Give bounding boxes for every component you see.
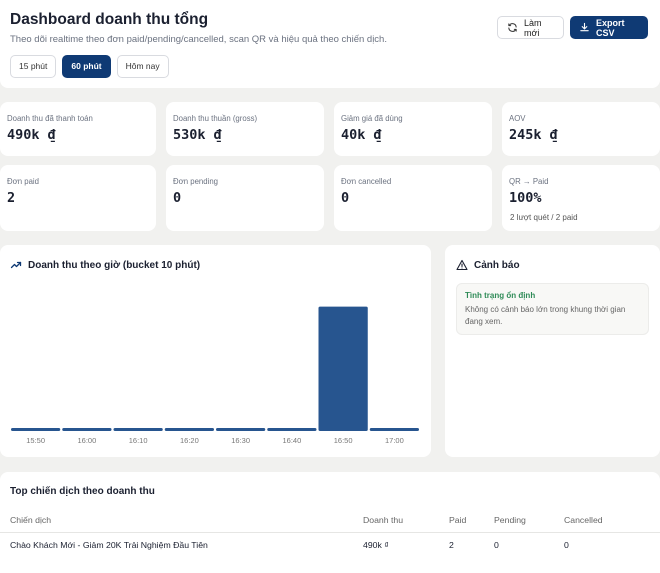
header-panel: Dashboard doanh thu tổng Theo dõi realti…	[0, 0, 660, 88]
stat-value: 490k ₫	[7, 127, 56, 143]
x-tick-label: 15:50	[26, 436, 45, 445]
stat-pending-orders: Đơn pending 0	[166, 165, 324, 231]
stat-value: 2	[7, 190, 16, 206]
chart-bar-1610	[113, 428, 163, 431]
chart-title-text: Doanh thu theo giờ (bucket 10 phút)	[28, 259, 201, 271]
alerts-title: Cảnh báo	[456, 259, 520, 271]
col-paid: Paid	[449, 515, 467, 525]
cell-revenue: 490k ₫	[363, 540, 389, 550]
revenue-bar-chart: 15:50 16:00 16:10 16:20 16:30 16:40 16:50 17:00	[11, 306, 419, 445]
cell-campaign-name: Chào Khách Mới - Giảm 20K Trải Nghiệm Đầ…	[10, 540, 208, 550]
tab-15-minutes[interactable]: 15 phút	[10, 55, 57, 78]
x-tick-label: 17:00	[385, 436, 404, 445]
alerts-panel: Cảnh báo Tình trạng ổn định Không có cản…	[445, 245, 660, 457]
stat-label: Giảm giá đã dùng	[341, 114, 403, 123]
x-tick-label: 16:00	[77, 436, 96, 445]
chart-bar-1630	[216, 428, 266, 431]
trending-up-icon	[10, 261, 22, 269]
stat-cancelled-orders: Đơn cancelled 0	[334, 165, 492, 231]
col-campaign: Chiến dịch	[10, 515, 52, 525]
stat-value: 0	[173, 190, 182, 206]
alerts-title-text: Cảnh báo	[474, 259, 520, 271]
chart-bar-1620	[164, 428, 214, 431]
stat-label: QR → Paid	[509, 177, 549, 186]
refresh-label: Làm mới	[524, 17, 542, 38]
x-tick-label: 16:10	[129, 436, 148, 445]
alert-status-box: Tình trạng ổn định Không có cảnh báo lớn…	[456, 283, 649, 335]
stat-paid-orders: Đơn paid 2	[0, 165, 156, 231]
stat-value: 245k ₫	[509, 127, 558, 143]
stat-discount: Giảm giá đã dùng 40k ₫	[334, 102, 492, 156]
stat-value: 0	[341, 190, 350, 206]
export-label: Export CSV	[596, 17, 625, 38]
x-tick-label: 16:20	[180, 436, 199, 445]
stat-value: 40k ₫	[341, 127, 382, 143]
refresh-icon	[508, 23, 517, 32]
chart-title: Doanh thu theo giờ (bucket 10 phút)	[10, 259, 200, 271]
refresh-button[interactable]: Làm mới	[497, 16, 564, 39]
revenue-chart-panel: Doanh thu theo giờ (bucket 10 phút) 15:5…	[0, 245, 431, 457]
time-range-tabs: 15 phút 60 phút Hôm nay	[10, 55, 169, 78]
stat-paid-revenue: Doanh thu đã thanh toán 490k ₫	[0, 102, 156, 156]
stat-qr-conversion: QR → Paid 100% 2 lượt quét / 2 paid	[502, 165, 660, 231]
cell-pending: 0	[494, 540, 499, 550]
stat-extra: 2 lượt quét / 2 paid	[510, 213, 578, 222]
stat-label: Đơn cancelled	[341, 177, 392, 186]
cell-paid: 2	[449, 540, 454, 550]
tab-today[interactable]: Hôm nay	[116, 55, 169, 78]
chart-bar-1550	[11, 428, 61, 431]
stat-gross-revenue: Doanh thu thuần (gross) 530k ₫	[166, 102, 324, 156]
col-cancelled: Cancelled	[564, 515, 603, 525]
chart-bar-1700	[369, 428, 419, 431]
alert-status-title: Tình trạng ổn định	[465, 291, 536, 300]
download-icon	[580, 22, 589, 32]
stat-label: Đơn pending	[173, 177, 218, 186]
stat-label: Đơn paid	[7, 177, 39, 186]
campaign-table-title: Top chiến dịch theo doanh thu	[10, 486, 155, 497]
stat-aov: AOV 245k ₫	[502, 102, 660, 156]
stat-label: Doanh thu thuần (gross)	[173, 114, 258, 123]
page-title: Dashboard doanh thu tổng	[10, 11, 209, 28]
page-subtitle: Theo dõi realtime theo đơn paid/pending/…	[10, 34, 387, 45]
export-csv-button[interactable]: Export CSV	[570, 16, 648, 39]
stat-value: 100%	[509, 190, 542, 206]
stat-label: Doanh thu đã thanh toán	[7, 114, 93, 123]
col-revenue: Doanh thu	[363, 515, 404, 525]
stat-label: AOV	[509, 114, 526, 123]
x-tick-label: 16:40	[282, 436, 301, 445]
x-tick-label: 16:50	[334, 436, 353, 445]
x-tick-label: 16:30	[231, 436, 250, 445]
warning-icon	[456, 259, 468, 271]
table-divider	[0, 532, 660, 533]
tab-60-minutes[interactable]: 60 phút	[62, 55, 111, 78]
chart-bar-1600	[62, 428, 112, 431]
chart-bar-1640	[267, 428, 317, 431]
chart-bar-1650	[318, 306, 368, 431]
alert-status-text: Không có cảnh báo lớn trong khung thời g…	[465, 305, 626, 326]
stat-value: 530k ₫	[173, 127, 222, 143]
col-pending: Pending	[494, 515, 526, 525]
cell-cancelled: 0	[564, 540, 569, 550]
campaign-table-panel: Top chiến dịch theo doanh thu Chiến dịch…	[0, 472, 660, 573]
